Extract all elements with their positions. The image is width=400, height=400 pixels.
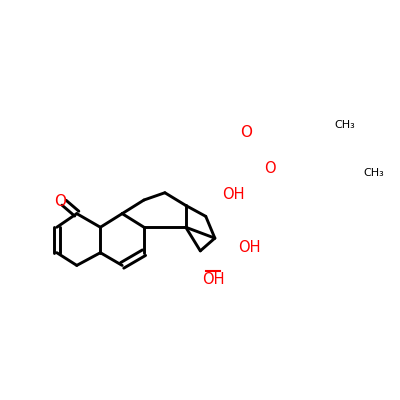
Text: OH: OH (222, 187, 244, 202)
Text: OH: OH (238, 240, 261, 255)
Text: O: O (54, 194, 66, 209)
Text: O: O (264, 161, 276, 176)
Text: OH: OH (202, 272, 224, 286)
Text: CH₃: CH₃ (363, 168, 384, 178)
Text: O: O (240, 125, 252, 140)
Text: CH₃: CH₃ (335, 120, 356, 130)
